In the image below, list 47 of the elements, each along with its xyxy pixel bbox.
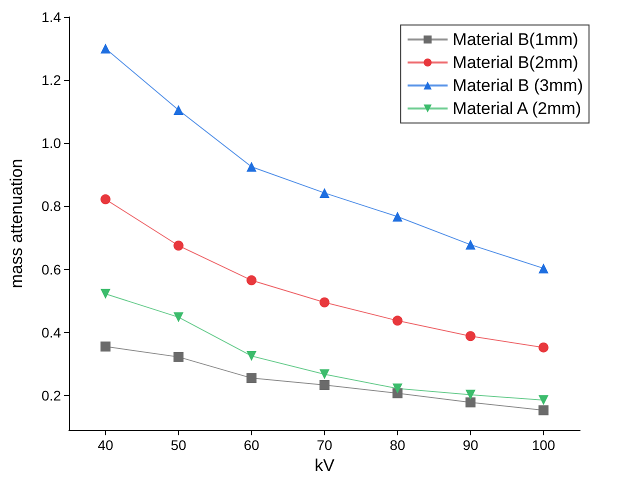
point: [100, 342, 110, 352]
y-tick-label: 0.6: [42, 261, 62, 278]
x-tick-label: 70: [316, 437, 332, 454]
point: [246, 350, 256, 361]
y-axis-title: mass attenuation: [7, 158, 26, 288]
x-tick-label: 50: [170, 437, 186, 454]
y-tick-label: 1.2: [42, 72, 62, 88]
y-tick-label: 0.8: [42, 198, 62, 214]
x-tick-label: 80: [390, 437, 406, 454]
point: [174, 312, 184, 322]
point: [100, 288, 110, 299]
y-tick-label: 1.0: [42, 135, 62, 152]
y-tick-label: 0.2: [42, 387, 62, 404]
point: [100, 44, 110, 54]
point: [392, 316, 402, 326]
point: [174, 105, 184, 116]
y-tick-label: 0.4: [42, 324, 62, 340]
point: [100, 194, 110, 204]
point: [246, 162, 256, 172]
point: [246, 373, 256, 384]
x-tick-label: 90: [462, 437, 478, 454]
point: [320, 188, 330, 198]
x-tick-label: 40: [98, 437, 114, 454]
point: [174, 352, 184, 362]
x-tick-label: 60: [244, 437, 260, 454]
x-tick-label: 100: [532, 437, 556, 454]
point: [538, 405, 548, 416]
point: [466, 331, 476, 342]
point: [246, 275, 256, 286]
point: [466, 397, 476, 408]
legend-label: Material A (2mm): [452, 99, 582, 118]
point: [538, 395, 548, 406]
point: [174, 240, 184, 251]
point: [538, 342, 548, 352]
legend-label: Material B(1mm): [452, 30, 578, 49]
point: [538, 263, 548, 274]
point: [320, 380, 330, 390]
point: [466, 390, 476, 400]
x-axis-title: kV: [314, 456, 336, 475]
point: [320, 369, 330, 380]
y-tick-label: 1.4: [42, 9, 62, 25]
point: [320, 297, 330, 308]
point: [392, 212, 402, 222]
point: [466, 240, 476, 250]
legend-label: Material B (3mm): [452, 76, 584, 95]
legend-label: Material B(2mm): [452, 53, 578, 72]
point: [392, 383, 402, 394]
